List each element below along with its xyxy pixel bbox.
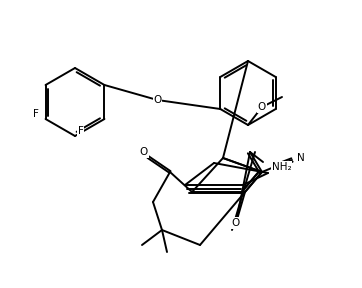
Text: N: N: [297, 153, 305, 163]
Text: O: O: [153, 95, 161, 105]
Text: F: F: [78, 126, 84, 136]
Text: O: O: [232, 218, 240, 228]
Text: O: O: [140, 147, 148, 157]
Text: O: O: [258, 102, 266, 112]
Text: NH₂: NH₂: [272, 162, 292, 172]
Text: F: F: [33, 109, 39, 119]
